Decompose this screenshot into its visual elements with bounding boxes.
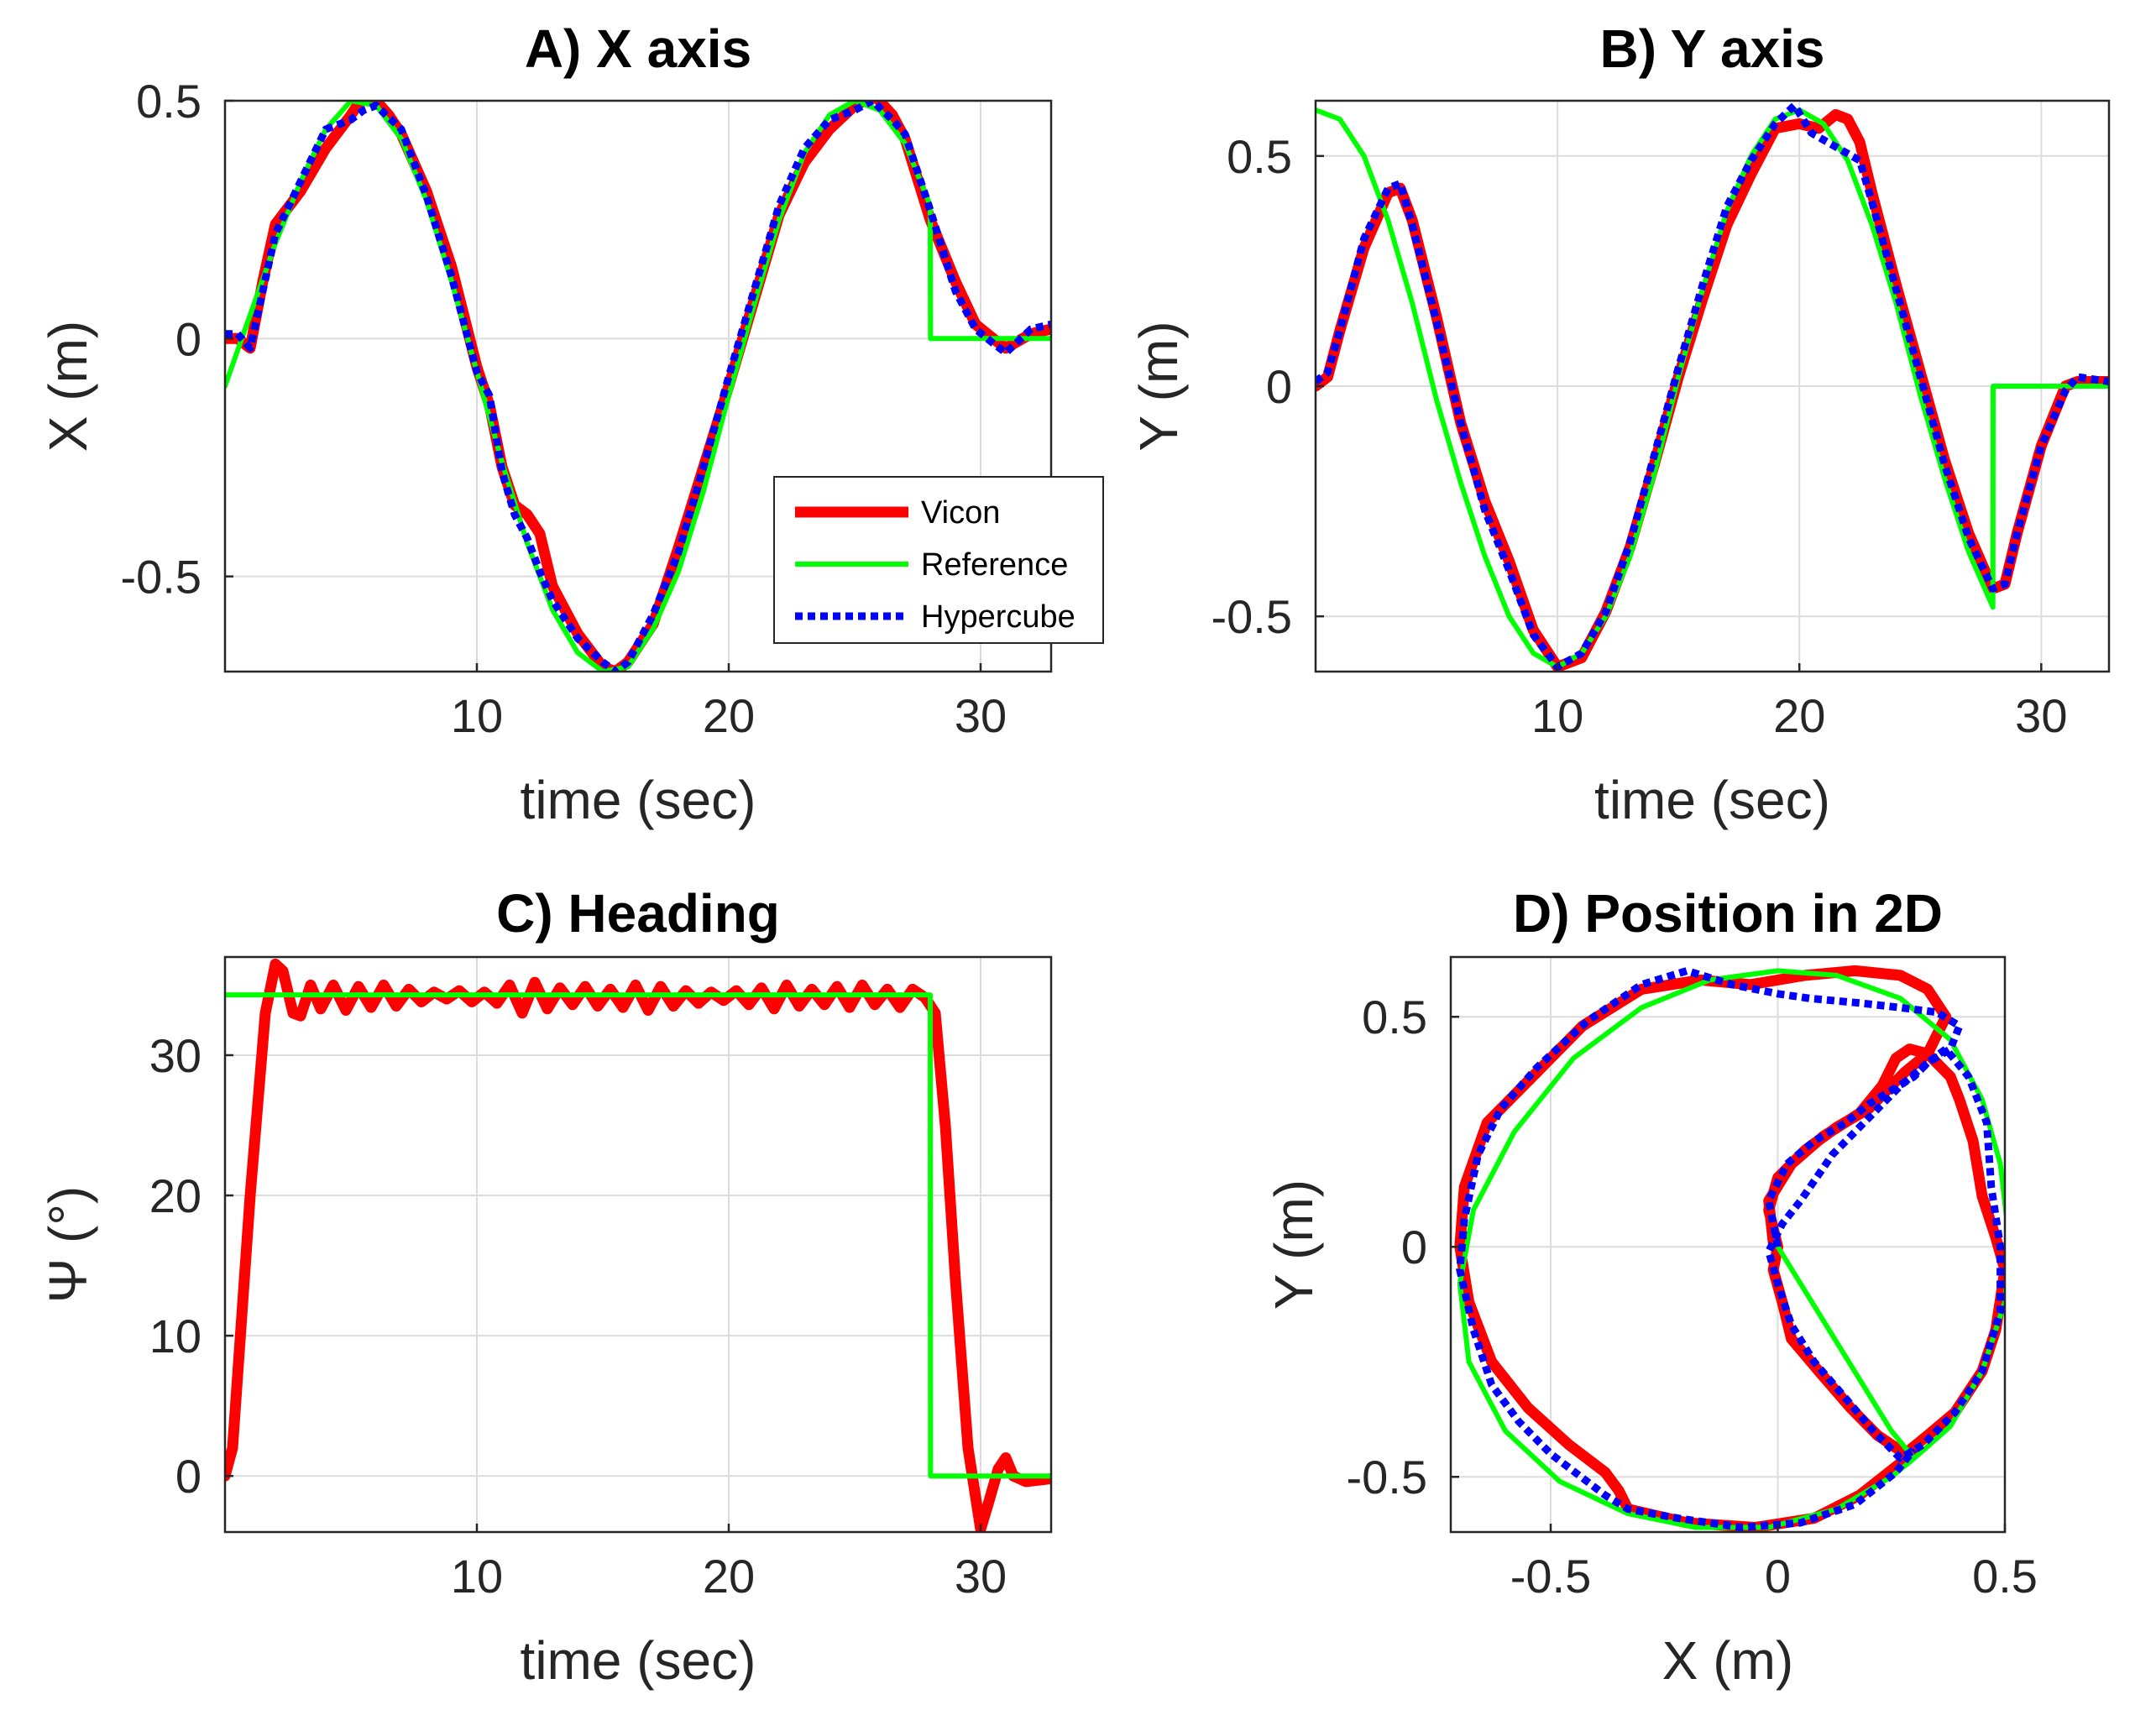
x-axis-label: time (sec) (521, 1630, 756, 1691)
x-tick-label: 20 (1773, 689, 1825, 742)
y-tick-label: -0.5 (1211, 590, 1293, 643)
series-line-vicon (225, 958, 1051, 1532)
y-tick-label: 0.5 (1362, 991, 1427, 1043)
x-tick-label: -0.5 (1510, 1550, 1592, 1603)
legend: Vicon Reference Hypercube (773, 476, 1104, 644)
x-tick-label: 30 (955, 689, 1007, 742)
legend-label-hypercube: Hypercube (921, 599, 1075, 635)
chart-title: A) X axis (525, 18, 751, 79)
x-tick-label: 10 (1531, 689, 1583, 742)
x-tick-label: 10 (451, 689, 503, 742)
y-tick-label: 0.5 (136, 75, 201, 128)
x-tick-label: 10 (451, 1550, 503, 1603)
series-line-reference (1316, 107, 2109, 670)
series-line-hypercube (1316, 102, 2109, 671)
panel-c-heading: 10 20 30 0 10 20 30 C) Heading time (sec) Ψ (°) (38, 883, 1053, 1691)
x-tick-label: 0 (1765, 1550, 1791, 1603)
legend-label-reference: Reference (921, 547, 1068, 583)
axes-frame (223, 955, 1053, 1534)
series-line-reference (225, 992, 1051, 1479)
y-tick-label: -0.5 (1347, 1451, 1428, 1504)
x-tick-label: 30 (2015, 689, 2067, 742)
y-tick-label: 0 (175, 1450, 201, 1503)
chart-title: C) Heading (496, 883, 780, 944)
y-axis-label: Y (m) (1264, 1179, 1324, 1310)
x-tick-label: 30 (955, 1550, 1007, 1603)
y-tick-label: -0.5 (121, 551, 202, 604)
legend-label-vicon: Vicon (921, 495, 1000, 531)
series-line-hypercube (225, 101, 1051, 672)
x-tick-label: 0.5 (1972, 1550, 2038, 1603)
y-tick-label: 0.5 (1227, 130, 1292, 183)
x-tick-label: 20 (703, 1550, 755, 1603)
axes-frame (223, 99, 1053, 673)
chart-title: D) Position in 2D (1513, 883, 1943, 944)
x-axis-label: time (sec) (521, 770, 756, 830)
series-line-vicon (1454, 965, 2005, 1532)
y-axis-label: Y (m) (1128, 321, 1189, 451)
y-tick-label: 10 (149, 1310, 201, 1362)
y-tick-label: 20 (149, 1169, 201, 1222)
x-tick-label: 20 (703, 689, 755, 742)
y-tick-label: 0 (1266, 360, 1292, 413)
axes-frame (1449, 955, 2007, 1534)
y-tick-label: 30 (149, 1029, 201, 1082)
x-axis-label: X (m) (1662, 1630, 1793, 1691)
y-tick-label: 0 (1401, 1221, 1427, 1273)
chart-title: B) Y axis (1599, 18, 1824, 79)
x-axis-label: time (sec) (1594, 770, 1830, 830)
y-tick-label: 0 (175, 312, 201, 365)
panel-a-x-axis: 10 20 30 -0.5 0 0.5 A) X axis time (sec) X (m) Vi… (38, 18, 1104, 830)
panel-b-y-axis: 10 20 30 -0.5 0 0.5 B) Y axis time (sec) Y (m) (1128, 18, 2111, 830)
panel-d-position-2d: -0.5 0 0.5 -0.5 0 0.5 D) Position in 2D X (m) Y … (1264, 883, 2038, 1691)
series-line-hypercube (1456, 966, 2005, 1531)
y-axis-label: Ψ (°) (38, 1186, 98, 1303)
y-axis-label: X (m) (38, 321, 98, 452)
legend-box (773, 476, 1104, 644)
